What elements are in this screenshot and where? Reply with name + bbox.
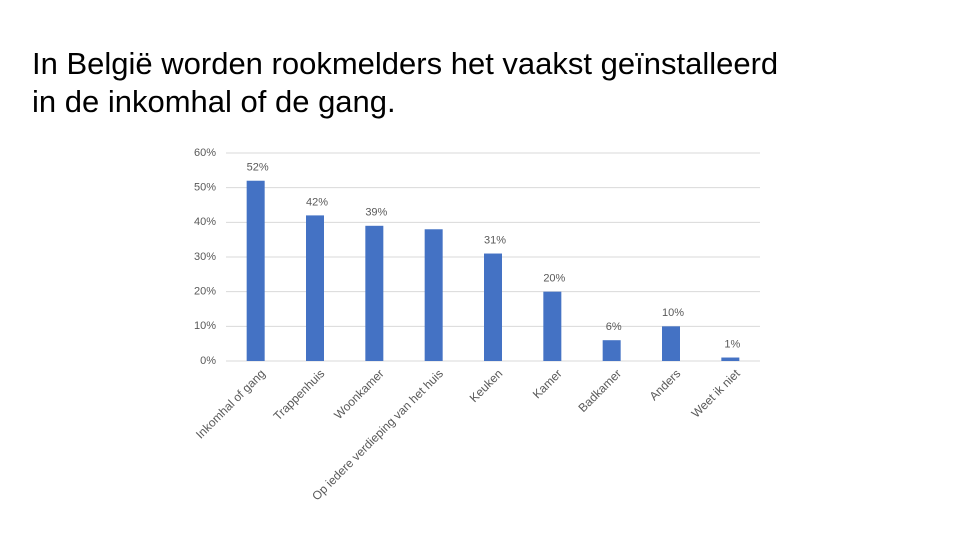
bar [424, 229, 443, 361]
bar [484, 253, 502, 361]
x-tick-label: Keuken [467, 366, 506, 405]
x-tick-label: Badkamer [575, 366, 624, 415]
x-tick-label: Inkomhal of gang [193, 366, 268, 441]
y-tick-label: 0% [200, 355, 216, 367]
data-label: 6% [606, 321, 622, 333]
data-label: 52% [247, 162, 269, 174]
data-label: 10% [662, 307, 684, 319]
y-tick-label: 10% [194, 320, 216, 332]
bar [602, 340, 621, 361]
x-tick-label: Weet ik niet [689, 366, 744, 421]
bar [721, 357, 740, 361]
data-label: 1% [724, 338, 740, 350]
data-label: 31% [484, 234, 506, 246]
chart-title-line: In België worden rookmelders het vaakst … [32, 46, 778, 81]
y-tick-label: 30% [194, 251, 216, 263]
data-label: 42% [306, 196, 328, 208]
x-tick-label: Op iedere verdieping van het huis [309, 366, 446, 503]
y-tick-label: 40% [194, 216, 216, 228]
bar [306, 215, 324, 361]
data-label: 39% [365, 207, 387, 219]
x-tick-label: Woonkamer [331, 366, 386, 421]
chart-title-line: in de inkomhal of de gang. [32, 84, 396, 119]
y-tick-label: 60% [194, 147, 216, 159]
y-tick-label: 20% [194, 286, 216, 298]
bar [662, 326, 680, 361]
bar [365, 225, 384, 361]
x-tick-label: Trappenhuis [271, 366, 328, 423]
y-tick-label: 50% [194, 182, 216, 194]
bar [246, 180, 265, 361]
bar [543, 291, 562, 361]
x-tick-label: Kamer [530, 366, 565, 401]
x-tick-label: Anders [647, 366, 684, 403]
data-label: 20% [543, 273, 565, 285]
